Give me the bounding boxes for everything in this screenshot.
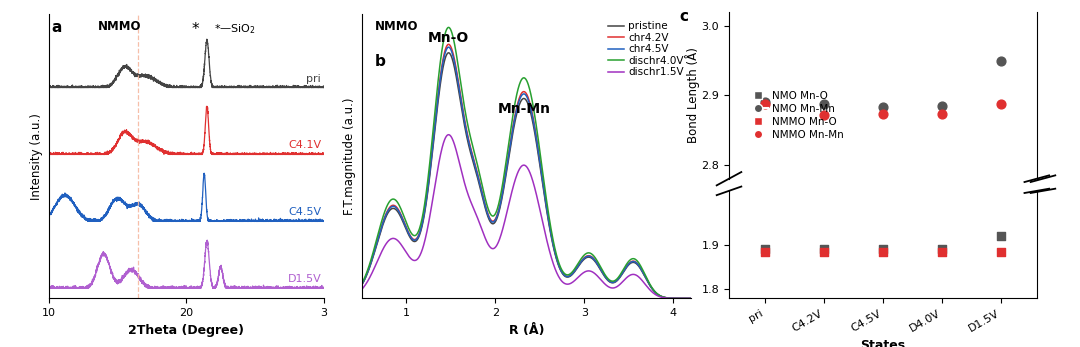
Text: D1.5V: D1.5V — [287, 274, 321, 284]
Point — [875, 111, 892, 117]
pristine — [548, 245, 561, 249]
Line: dischr4.0V: dischr4.0V — [362, 27, 691, 298]
Point — [756, 101, 773, 107]
Text: C4.1V: C4.1V — [288, 141, 321, 151]
Point — [875, 104, 892, 110]
pristine — [376, 225, 389, 229]
Y-axis label: F.T.magnitude (a.u.): F.T.magnitude (a.u.) — [343, 98, 356, 215]
dischr4.0V — [355, 281, 368, 286]
Text: Mn-Mn: Mn-Mn — [497, 102, 551, 116]
Y-axis label: Intensity (a.u.): Intensity (a.u.) — [30, 113, 43, 200]
Line: chr4.5V: chr4.5V — [362, 47, 691, 298]
Text: Mn-O: Mn-O — [428, 31, 469, 45]
chr4.5V — [548, 244, 561, 248]
pristine — [355, 283, 368, 287]
Point — [875, 249, 892, 255]
dischr1.5V — [548, 262, 561, 266]
Line: pristine: pristine — [362, 53, 691, 298]
Point — [933, 111, 950, 117]
chr4.5V — [376, 224, 389, 228]
X-axis label: States: States — [861, 339, 905, 347]
dischr4.0V — [639, 274, 652, 278]
dischr4.0V — [606, 279, 619, 283]
chr4.2V — [556, 270, 569, 274]
dischr1.5V — [556, 279, 569, 283]
chr4.2V — [639, 276, 652, 280]
dischr4.0V — [566, 270, 579, 274]
Point — [993, 101, 1010, 107]
dischr4.0V — [685, 296, 698, 301]
dischr1.5V — [566, 280, 579, 285]
pristine — [566, 273, 579, 277]
Point — [756, 100, 773, 105]
dischr1.5V — [685, 296, 698, 301]
chr4.5V — [355, 282, 368, 287]
Point — [756, 246, 773, 252]
dischr1.5V — [355, 287, 368, 291]
chr4.5V — [639, 276, 652, 280]
pristine — [685, 296, 698, 301]
Legend: pristine, chr4.2V, chr4.5V, dischr4.0V, dischr1.5V: pristine, chr4.2V, chr4.5V, dischr4.0V, … — [606, 19, 686, 79]
Text: *: * — [192, 23, 200, 37]
X-axis label: R (Å): R (Å) — [509, 324, 544, 337]
X-axis label: 2Theta (Degree): 2Theta (Degree) — [129, 324, 244, 337]
chr4.5V — [685, 296, 698, 301]
Point — [933, 249, 950, 255]
pristine — [556, 271, 569, 275]
chr4.2V — [376, 223, 389, 227]
Text: $*$—SiO$_2$: $*$—SiO$_2$ — [214, 23, 256, 36]
Point — [993, 58, 1010, 64]
pristine — [639, 276, 652, 280]
chr4.2V — [606, 280, 619, 284]
Legend: NMO Mn-O, NMO Mn-Mn, NMMO Mn-O, NMMO Mn-Mn: NMO Mn-O, NMO Mn-Mn, NMMO Mn-O, NMMO Mn-… — [746, 90, 845, 141]
dischr1.5V — [639, 283, 652, 287]
Text: NMMO: NMMO — [98, 19, 141, 33]
pristine — [443, 51, 456, 55]
Point — [756, 249, 773, 255]
dischr1.5V — [606, 286, 619, 290]
chr4.5V — [443, 45, 456, 49]
dischr4.0V — [376, 218, 389, 222]
dischr4.0V — [556, 269, 569, 273]
Text: b: b — [375, 54, 386, 69]
dischr1.5V — [443, 133, 456, 137]
Point — [933, 246, 950, 252]
chr4.2V — [443, 42, 456, 46]
Point — [815, 249, 833, 255]
chr4.2V — [685, 296, 698, 301]
Point — [815, 112, 833, 118]
Point — [875, 246, 892, 252]
pristine — [606, 281, 619, 285]
Line: chr4.2V: chr4.2V — [362, 44, 691, 298]
chr4.2V — [548, 244, 561, 248]
Point — [933, 103, 950, 109]
chr4.5V — [556, 270, 569, 274]
chr4.5V — [606, 280, 619, 285]
Y-axis label: Bond Length (Å): Bond Length (Å) — [685, 48, 700, 143]
chr4.5V — [566, 272, 579, 276]
dischr4.0V — [443, 25, 456, 29]
Text: pri: pri — [307, 74, 321, 84]
dischr4.0V — [548, 240, 561, 244]
Text: NMMO: NMMO — [375, 19, 418, 33]
Point — [993, 249, 1010, 255]
Point — [815, 101, 833, 107]
dischr1.5V — [376, 249, 389, 253]
chr4.2V — [355, 282, 368, 287]
Text: a: a — [52, 19, 62, 35]
Text: c: c — [679, 9, 689, 24]
Point — [993, 233, 1010, 238]
Point — [815, 246, 833, 252]
Line: dischr1.5V: dischr1.5V — [362, 135, 691, 298]
Text: C4.5V: C4.5V — [288, 208, 321, 218]
chr4.2V — [566, 272, 579, 276]
